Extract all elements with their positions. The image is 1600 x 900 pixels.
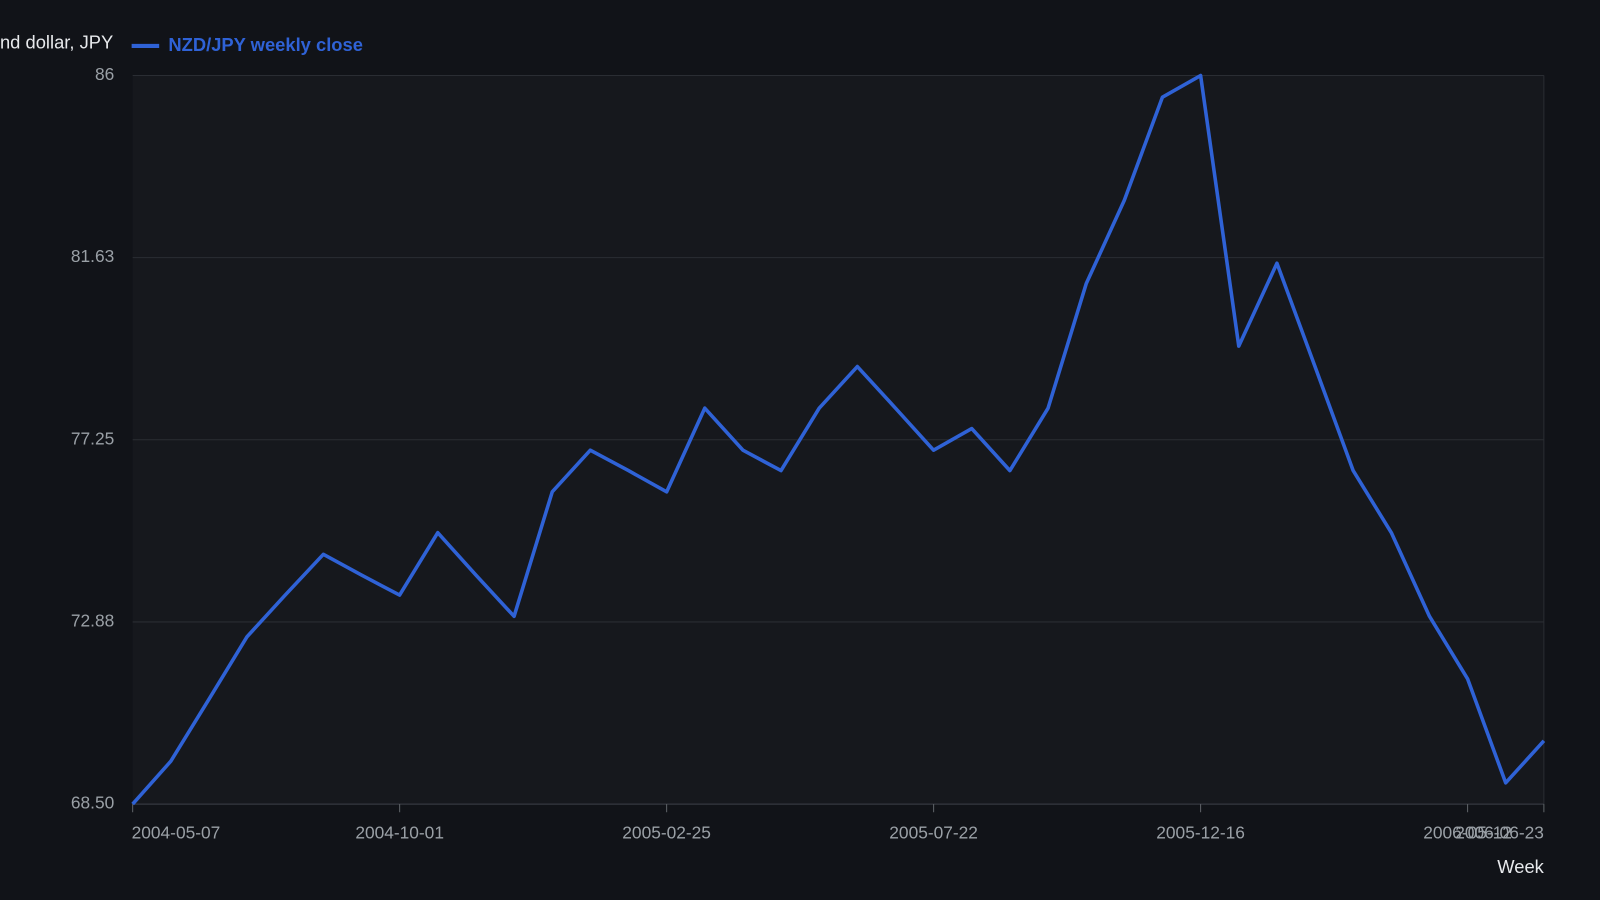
x-tick-label: 2004-10-01: [355, 822, 444, 842]
data-line: [131, 73, 1546, 806]
x-tick-label: 2006-05-12: [1423, 822, 1512, 842]
x-tick-label: 2006-06-23: [1455, 822, 1544, 842]
y-tick-label: 77.25: [71, 428, 114, 448]
y-tick-label: 72.88: [71, 611, 114, 631]
x-axis-title: Week: [1497, 856, 1544, 877]
legend-label: NZD/JPY weekly close: [168, 34, 363, 55]
y-tick-label: 86: [95, 64, 114, 84]
x-tick-label: 2004-05-07: [132, 822, 221, 842]
y-axis-title: nd dollar, JPY: [0, 32, 113, 53]
x-tick-label: 2005-12-16: [1156, 822, 1245, 842]
x-tick-label: 2005-02-25: [622, 822, 711, 842]
x-tick-label: 2005-07-22: [889, 822, 978, 842]
y-tick-label: 68.50: [71, 793, 114, 813]
y-tick-label: 81.63: [71, 246, 114, 266]
